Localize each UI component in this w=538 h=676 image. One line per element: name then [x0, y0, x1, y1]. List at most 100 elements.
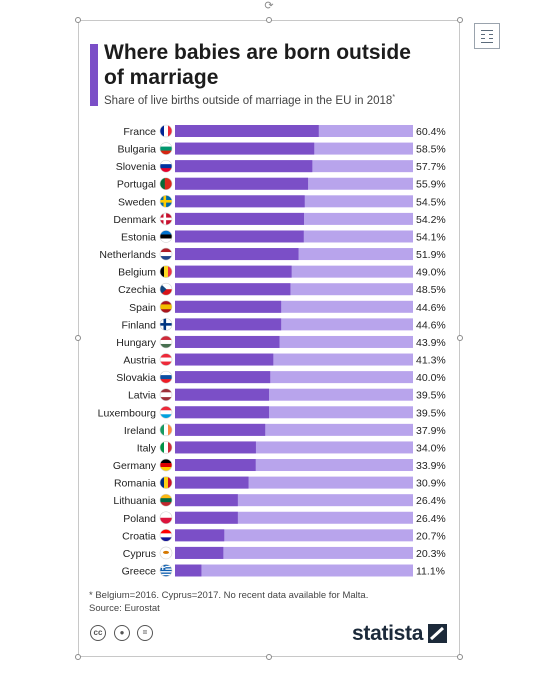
rotate-handle-icon[interactable]: ⟳	[264, 0, 274, 12]
flag-icon	[160, 160, 172, 173]
value-label: 54.5%	[416, 196, 446, 208]
flag-icon	[160, 511, 172, 524]
category-label: Estonia	[121, 231, 156, 243]
value-label: 49.0%	[416, 267, 446, 279]
value-label: 57.7%	[416, 161, 446, 173]
source: Source: Eurostat	[89, 603, 160, 614]
category-label: Bulgaria	[117, 144, 156, 156]
value-label: 39.5%	[416, 390, 446, 402]
flag-icon	[160, 318, 172, 331]
bar	[175, 177, 309, 190]
value-label: 60.4%	[416, 126, 446, 138]
category-label: Czechia	[118, 284, 156, 296]
value-label: 55.9%	[416, 179, 446, 191]
bar-track	[175, 546, 413, 559]
bar	[175, 212, 304, 225]
statista-logo-mark	[428, 624, 447, 643]
bar	[175, 195, 305, 208]
resize-handle-bottom-center[interactable]	[266, 654, 272, 660]
bar	[175, 511, 238, 524]
bar	[175, 300, 282, 313]
category-label: Netherlands	[99, 249, 156, 261]
bar	[175, 494, 238, 507]
title-accent-bar	[90, 44, 98, 106]
value-label: 48.5%	[416, 284, 446, 296]
person-icon: ●	[114, 625, 130, 641]
flag-icon	[160, 265, 172, 278]
category-label: Romania	[114, 478, 156, 490]
flag-icon	[160, 371, 172, 384]
category-label: Luxembourg	[98, 407, 157, 419]
value-label: 41.3%	[416, 355, 446, 367]
value-label: 37.9%	[416, 425, 446, 437]
bar	[175, 283, 291, 296]
category-label: Portugal	[117, 179, 156, 191]
statista-logo: statista	[352, 622, 424, 645]
category-label: Greece	[122, 566, 157, 578]
bar	[175, 546, 224, 559]
value-label: 30.9%	[416, 478, 446, 490]
flag-icon	[160, 125, 172, 137]
category-label: Belgium	[118, 267, 156, 279]
flag-icon	[160, 564, 172, 577]
category-label: Austria	[123, 355, 156, 367]
value-label: 39.5%	[416, 407, 446, 419]
chart-subtitle: Share of live births outside of marriage…	[104, 94, 396, 107]
flag-icon	[160, 177, 172, 190]
bar	[175, 353, 274, 366]
value-label: 54.1%	[416, 231, 446, 243]
bar	[175, 335, 280, 348]
flag-icon	[160, 335, 172, 348]
flag-icon	[160, 441, 172, 454]
equal-icon: =	[137, 625, 153, 641]
flag-icon	[160, 459, 172, 472]
resize-handle-top-right[interactable]	[457, 17, 463, 23]
flag-icon	[160, 476, 172, 489]
bar	[175, 248, 299, 261]
flag-icon	[160, 406, 172, 419]
footnote: * Belgium=2016. Cyprus=2017. No recent d…	[89, 590, 369, 601]
resize-handle-middle-left[interactable]	[75, 335, 81, 341]
category-label: Denmark	[113, 214, 156, 226]
value-label: 33.9%	[416, 460, 446, 472]
flag-icon	[160, 546, 172, 559]
value-label: 26.4%	[416, 495, 446, 507]
category-label: Lithuania	[113, 495, 156, 507]
cc-icon: cc	[90, 625, 106, 641]
bar	[175, 441, 256, 454]
bar-track	[175, 529, 413, 542]
flag-icon	[160, 212, 172, 225]
resize-handle-bottom-left[interactable]	[75, 654, 81, 660]
bar	[175, 388, 270, 401]
flag-icon	[160, 142, 172, 155]
value-label: 44.6%	[416, 319, 446, 331]
value-label: 40.0%	[416, 372, 446, 384]
value-label: 20.3%	[416, 548, 446, 560]
flag-icon	[160, 195, 172, 208]
resize-handle-top-center[interactable]	[266, 17, 272, 23]
flag-icon	[160, 230, 172, 243]
flag-icon	[160, 494, 172, 507]
flag-icon	[160, 423, 172, 436]
category-label: Finland	[122, 319, 157, 331]
bar	[175, 265, 292, 278]
layout-options-icon[interactable]	[474, 23, 500, 49]
category-label: Slovenia	[116, 161, 156, 173]
bar	[175, 423, 266, 436]
flag-icon	[160, 529, 172, 542]
bar	[175, 406, 270, 419]
category-label: Italy	[137, 442, 157, 454]
category-label: Hungary	[116, 337, 156, 349]
flag-icon	[160, 388, 172, 401]
resize-handle-middle-right[interactable]	[457, 335, 463, 341]
bar	[175, 142, 315, 155]
resize-handle-bottom-right[interactable]	[457, 654, 463, 660]
bar	[175, 371, 271, 384]
resize-handle-top-left[interactable]	[75, 17, 81, 23]
category-label: Ireland	[124, 425, 156, 437]
category-label: Slovakia	[116, 372, 156, 384]
category-label: France	[123, 126, 156, 138]
value-label: 51.9%	[416, 249, 446, 261]
bar	[175, 564, 202, 577]
chart-title: Where babies are born outside of marriag…	[104, 41, 411, 89]
